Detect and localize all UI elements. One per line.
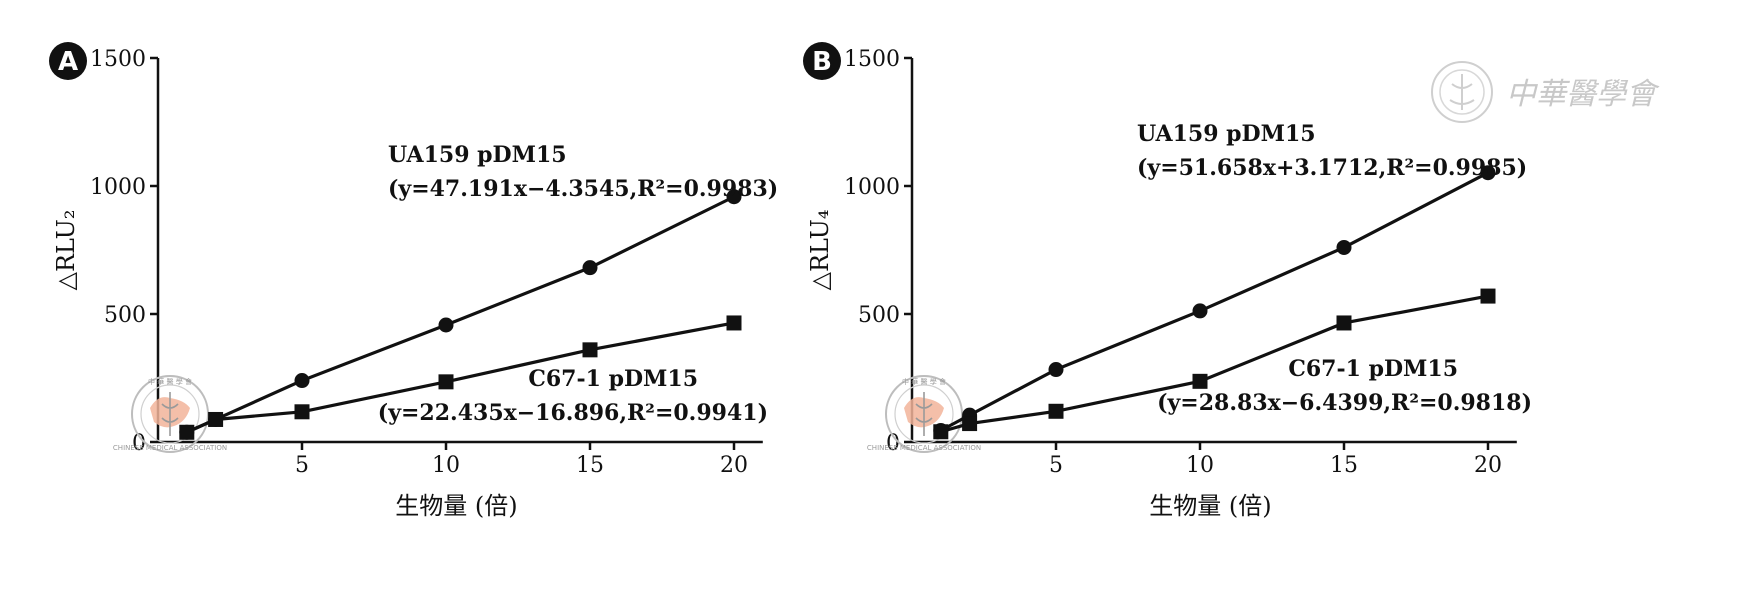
- x-tick-label: 15: [1330, 453, 1358, 478]
- seal-bottom-text: CHINESE MEDICAL ASSOCIATION: [867, 444, 981, 452]
- series-equation-label: (y=28.83x−6.4399,R²=0.9818): [1157, 390, 1532, 416]
- data-point-circle: [438, 317, 454, 333]
- x-axis-title: 生物量 (倍): [1149, 492, 1271, 520]
- x-axis-title: 生物量 (倍): [395, 492, 517, 520]
- data-point-square: [1480, 288, 1496, 304]
- seal-top-text: 中 華 醫 學 會: [148, 377, 192, 386]
- data-point-circle: [1336, 239, 1352, 255]
- data-point-square: [1192, 373, 1208, 389]
- y-tick-label: 1500: [90, 47, 146, 72]
- series-equation-label: (y=22.435x−16.896,R²=0.9941): [378, 400, 768, 426]
- series-circle: UA159 pDM15 (y=51.658x+3.1712,R²=0.9985): [933, 121, 1527, 438]
- x-tick-label: 20: [1474, 453, 1502, 478]
- data-point-circle: [294, 373, 310, 389]
- series-circle: UA159 pDM15 (y=47.191x−4.3545,R²=0.9983): [179, 142, 778, 440]
- series-equation-label: (y=51.658x+3.1712,R²=0.9985): [1137, 155, 1527, 181]
- panel-label-badge: A: [49, 42, 87, 80]
- panel-label: A: [58, 47, 78, 77]
- panel-badge-circle: [49, 42, 87, 80]
- series-square: C67-1 pDM15 (y=22.435x−16.896,R²=0.9941): [179, 315, 768, 440]
- series-name-label: C67-1 pDM15: [1288, 356, 1458, 382]
- x-tick-label: 10: [1186, 453, 1214, 478]
- x-tick-label: 10: [432, 453, 460, 478]
- data-point-circle: [582, 260, 598, 276]
- y-axis-title: △RLU₄: [806, 210, 834, 291]
- series-square: C67-1 pDM15 (y=28.83x−6.4399,R²=0.9818): [933, 288, 1532, 440]
- watermark-emblem-icon: [1431, 61, 1493, 123]
- series-equation-label: (y=47.191x−4.3545,R²=0.9983): [388, 176, 778, 202]
- seal-watermark-icon: 中 華 醫 學 會 CHINESE MEDICAL ASSOCIATION: [113, 375, 227, 453]
- seal-top-text: 中 華 醫 學 會: [902, 377, 946, 386]
- chart-panel-b: B 0 500 1000 1500 5 10 15 20 生物量 (倍) △RLU₄ 中 華 醫 學 …: [803, 42, 1532, 520]
- y-tick-label: 1000: [90, 175, 146, 200]
- series-name-label: C67-1 pDM15: [528, 366, 698, 392]
- watermark-text: 中華醫學會: [1506, 77, 1660, 112]
- data-point-circle: [1048, 362, 1064, 378]
- x-tick-label: 15: [576, 453, 604, 478]
- data-point-square: [438, 374, 454, 390]
- y-tick-label: 0: [132, 431, 146, 456]
- data-point-square: [208, 411, 224, 427]
- y-tick-label: 0: [886, 431, 900, 456]
- y-tick-label: 500: [858, 303, 900, 328]
- data-point-square: [1336, 315, 1352, 331]
- series-name-label: UA159 pDM15: [1137, 121, 1316, 147]
- seal-watermark-icon: 中 華 醫 學 會 CHINESE MEDICAL ASSOCIATION: [867, 375, 981, 453]
- data-point-circle: [726, 189, 742, 205]
- y-axis-title: △RLU₂: [52, 210, 80, 291]
- seal-bottom-text: CHINESE MEDICAL ASSOCIATION: [113, 444, 227, 452]
- data-point-square: [726, 315, 742, 331]
- x-tick-label: 20: [720, 453, 748, 478]
- series-line: [186, 195, 735, 434]
- x-tick-label: 5: [295, 453, 309, 478]
- data-point-square: [294, 404, 310, 420]
- y-tick-label: 1500: [844, 47, 900, 72]
- panel-badge-circle: [803, 42, 841, 80]
- panel-label: B: [812, 47, 832, 77]
- x-tick-label: 5: [1049, 453, 1063, 478]
- data-point-square: [582, 342, 598, 358]
- y-tick-label: 1000: [844, 175, 900, 200]
- series-name-label: UA159 pDM15: [388, 142, 567, 168]
- data-point-square: [933, 424, 949, 440]
- data-point-square: [179, 424, 195, 440]
- chart-panel-a: A 0 500 1000 1500 5 10 15 20 生物量 (倍) △RLU₂ 中 華 醫 學 …: [49, 42, 778, 520]
- data-point-circle: [1480, 165, 1496, 181]
- panel-label-badge: B: [803, 42, 841, 80]
- data-point-square: [962, 416, 978, 432]
- data-point-square: [1048, 403, 1064, 419]
- watermark: 中華醫學會: [1431, 61, 1660, 123]
- y-tick-label: 500: [104, 303, 146, 328]
- data-point-circle: [1192, 303, 1208, 319]
